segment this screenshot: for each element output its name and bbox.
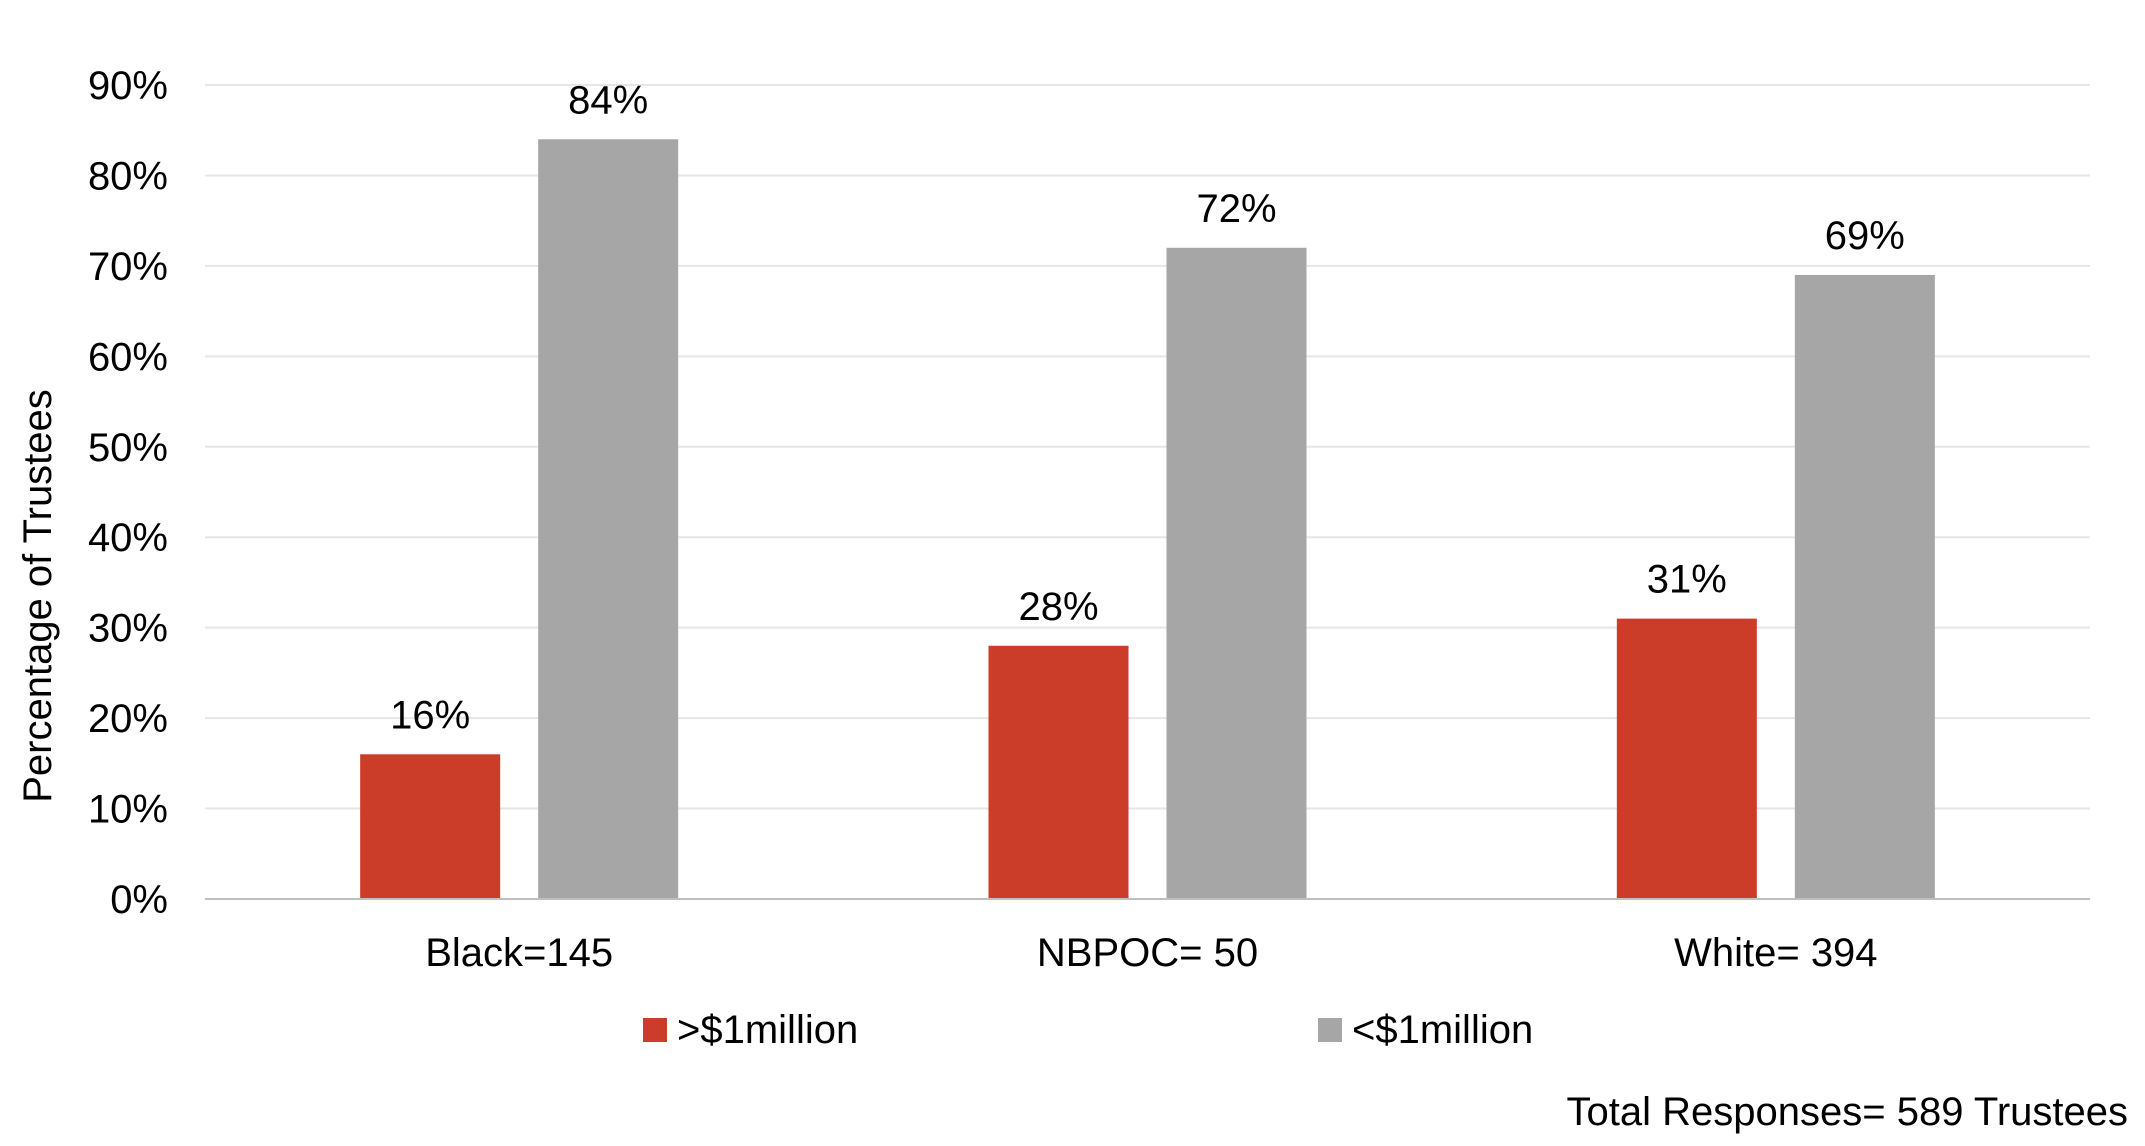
x-tick-label: NBPOC= 50 (1037, 931, 1258, 975)
gridlines (205, 84, 2090, 810)
y-axis-tick-labels: 0% 10% 20% 30% 40% 50% 60% 70% 80% 90% (88, 64, 168, 922)
y-tick-label: 60% (88, 335, 168, 379)
data-label: 84% (568, 78, 648, 122)
bar-over-1m (360, 754, 501, 899)
bars (360, 139, 1935, 900)
data-label: 28% (1018, 585, 1098, 629)
y-tick-label: 50% (88, 426, 168, 470)
data-label: 72% (1196, 187, 1276, 231)
bar-over-1m (1616, 618, 1757, 899)
legend-swatch (643, 1018, 667, 1042)
y-tick-label: 10% (88, 788, 168, 832)
data-label: 69% (1825, 214, 1905, 258)
y-tick-label: 70% (88, 245, 168, 289)
bar-over-1m (988, 645, 1129, 899)
legend: >$1million <$1million (643, 1008, 1533, 1052)
y-tick-label: 90% (88, 64, 168, 108)
data-labels: 16% 84% 28% 72% 31% 69% (390, 78, 1905, 737)
x-tick-label: Black=145 (425, 931, 613, 975)
x-tick-label: White= 394 (1674, 931, 1877, 975)
y-tick-label: 20% (88, 697, 168, 741)
x-axis-tick-labels: Black=145 NBPOC= 50 White= 394 (425, 931, 1877, 975)
data-label: 16% (390, 693, 470, 737)
y-tick-label: 80% (88, 154, 168, 198)
data-label: 31% (1647, 558, 1727, 602)
legend-swatch (1318, 1018, 1342, 1042)
bar-under-1m (1166, 247, 1307, 900)
legend-label: <$1million (1352, 1008, 1533, 1052)
y-axis-title: Percentage of Trustees (16, 389, 60, 803)
bar-under-1m (538, 139, 679, 899)
legend-label: >$1million (677, 1008, 858, 1052)
y-tick-label: 0% (110, 878, 168, 922)
bar-under-1m (1794, 274, 1935, 899)
y-tick-label: 30% (88, 607, 168, 651)
total-responses-note: Total Responses= 589 Trustees (1567, 1090, 2128, 1134)
y-tick-label: 40% (88, 516, 168, 560)
